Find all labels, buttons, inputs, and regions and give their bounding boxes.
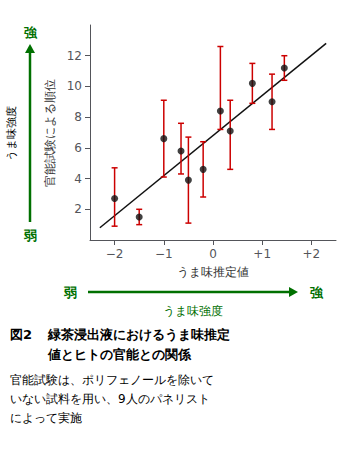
svg-text:4: 4	[74, 172, 82, 186]
svg-text:弱: 弱	[63, 285, 77, 300]
svg-text:官能試験は、ポリフェノールを除いて: 官能試験は、ポリフェノールを除いて	[10, 373, 214, 387]
svg-text:8: 8	[74, 110, 82, 124]
svg-text:強: 強	[24, 25, 38, 40]
svg-text:+1: +1	[253, 247, 271, 261]
svg-text:官能試験による順位: 官能試験による順位	[43, 79, 57, 187]
svg-text:によって実施: によって実施	[10, 411, 82, 425]
svg-text:10: 10	[67, 79, 82, 93]
svg-text:図2: 図2	[10, 327, 32, 342]
svg-text:値とヒトの官能との関係: 値とヒトの官能との関係	[47, 347, 192, 362]
svg-text:+2: +2	[303, 247, 321, 261]
svg-text:緑茶浸出液におけるうま味推定: 緑茶浸出液におけるうま味推定	[47, 327, 230, 342]
svg-text:いない試料を用い、9人のパネリスト: いない試料を用い、9人のパネリスト	[10, 392, 210, 406]
svg-text:強: 強	[310, 285, 324, 300]
svg-text:−2: −2	[106, 247, 124, 261]
svg-text:うま味推定値: うま味推定値	[177, 265, 249, 279]
svg-text:6: 6	[74, 141, 82, 155]
svg-text:弱: 弱	[23, 228, 37, 243]
svg-text:−1: −1	[155, 247, 173, 261]
svg-text:0: 0	[209, 247, 217, 261]
svg-text:12: 12	[67, 49, 82, 63]
svg-text:うま味強度: うま味強度	[5, 106, 18, 161]
svg-text:うま味強度: うま味強度	[163, 304, 223, 318]
svg-text:2: 2	[74, 202, 82, 216]
